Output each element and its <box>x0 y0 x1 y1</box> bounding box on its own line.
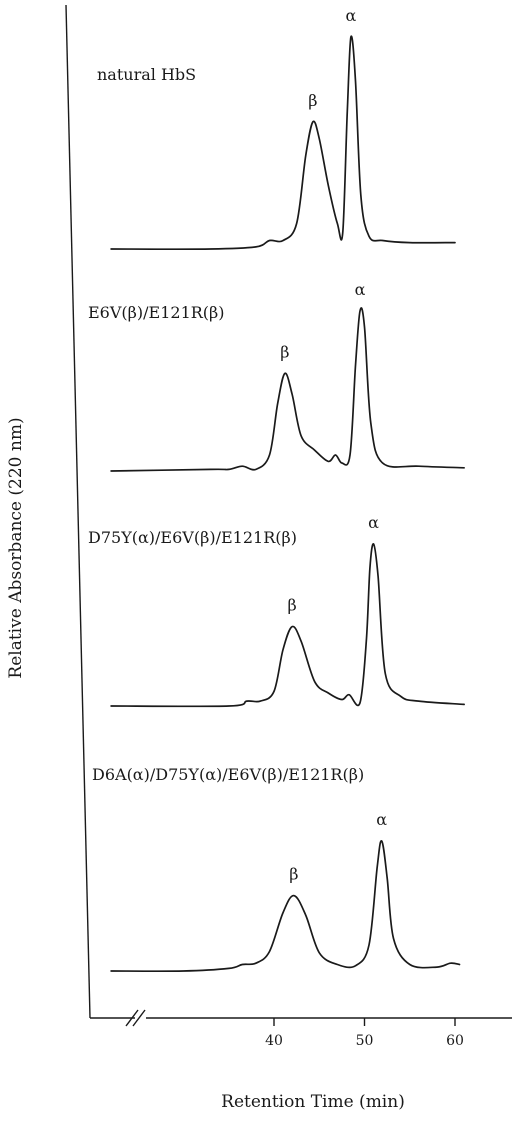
y-axis-title: Relative Absorbance (220 nm) <box>6 417 26 678</box>
peak-label-beta-4: β <box>289 865 298 884</box>
trace-title-4: D6A(α)/D75Y(α)/E6V(β)/E121R(β) <box>92 765 364 784</box>
peak-label-beta-2: β <box>280 342 289 361</box>
peak-label-alpha-4: α <box>376 810 387 829</box>
axis-break-mark <box>125 1009 146 1027</box>
x-ticks: 40 50 60 <box>265 1018 464 1049</box>
trace-title-2: E6V(β)/E121R(β) <box>88 303 225 322</box>
x-tick-label-40: 40 <box>265 1033 283 1049</box>
trace-group-1: natural HbS β α <box>97 6 456 251</box>
trace-group-4: D6A(α)/D75Y(α)/E6V(β)/E121R(β) β α <box>92 765 461 973</box>
peak-label-alpha-1: α <box>346 6 357 25</box>
trace-line-3 <box>110 543 465 708</box>
x-tick-label-50: 50 <box>356 1033 374 1049</box>
trace-title-1: natural HbS <box>97 65 196 84</box>
trace-group-3: D75Y(α)/E6V(β)/E121R(β) β α <box>88 513 465 708</box>
peak-label-alpha-2: α <box>355 280 366 299</box>
trace-line-1 <box>110 35 456 251</box>
chromatogram-traces: natural HbSβαE6V(β)/E121R(β)βαD75Y(α)/E6… <box>88 6 465 973</box>
peak-label-alpha-3: α <box>368 513 379 532</box>
x-tick-label-60: 60 <box>446 1033 464 1049</box>
peak-label-beta-1: β <box>308 91 317 110</box>
trace-title-3: D75Y(α)/E6V(β)/E121R(β) <box>88 528 297 547</box>
trace-line-2 <box>110 307 465 472</box>
trace-line-4 <box>110 840 461 973</box>
peak-label-beta-3: β <box>287 596 296 615</box>
y-axis-line <box>65 4 91 1019</box>
x-axis-title: Retention Time (min) <box>221 1092 405 1112</box>
trace-group-2: E6V(β)/E121R(β) β α <box>88 280 465 472</box>
